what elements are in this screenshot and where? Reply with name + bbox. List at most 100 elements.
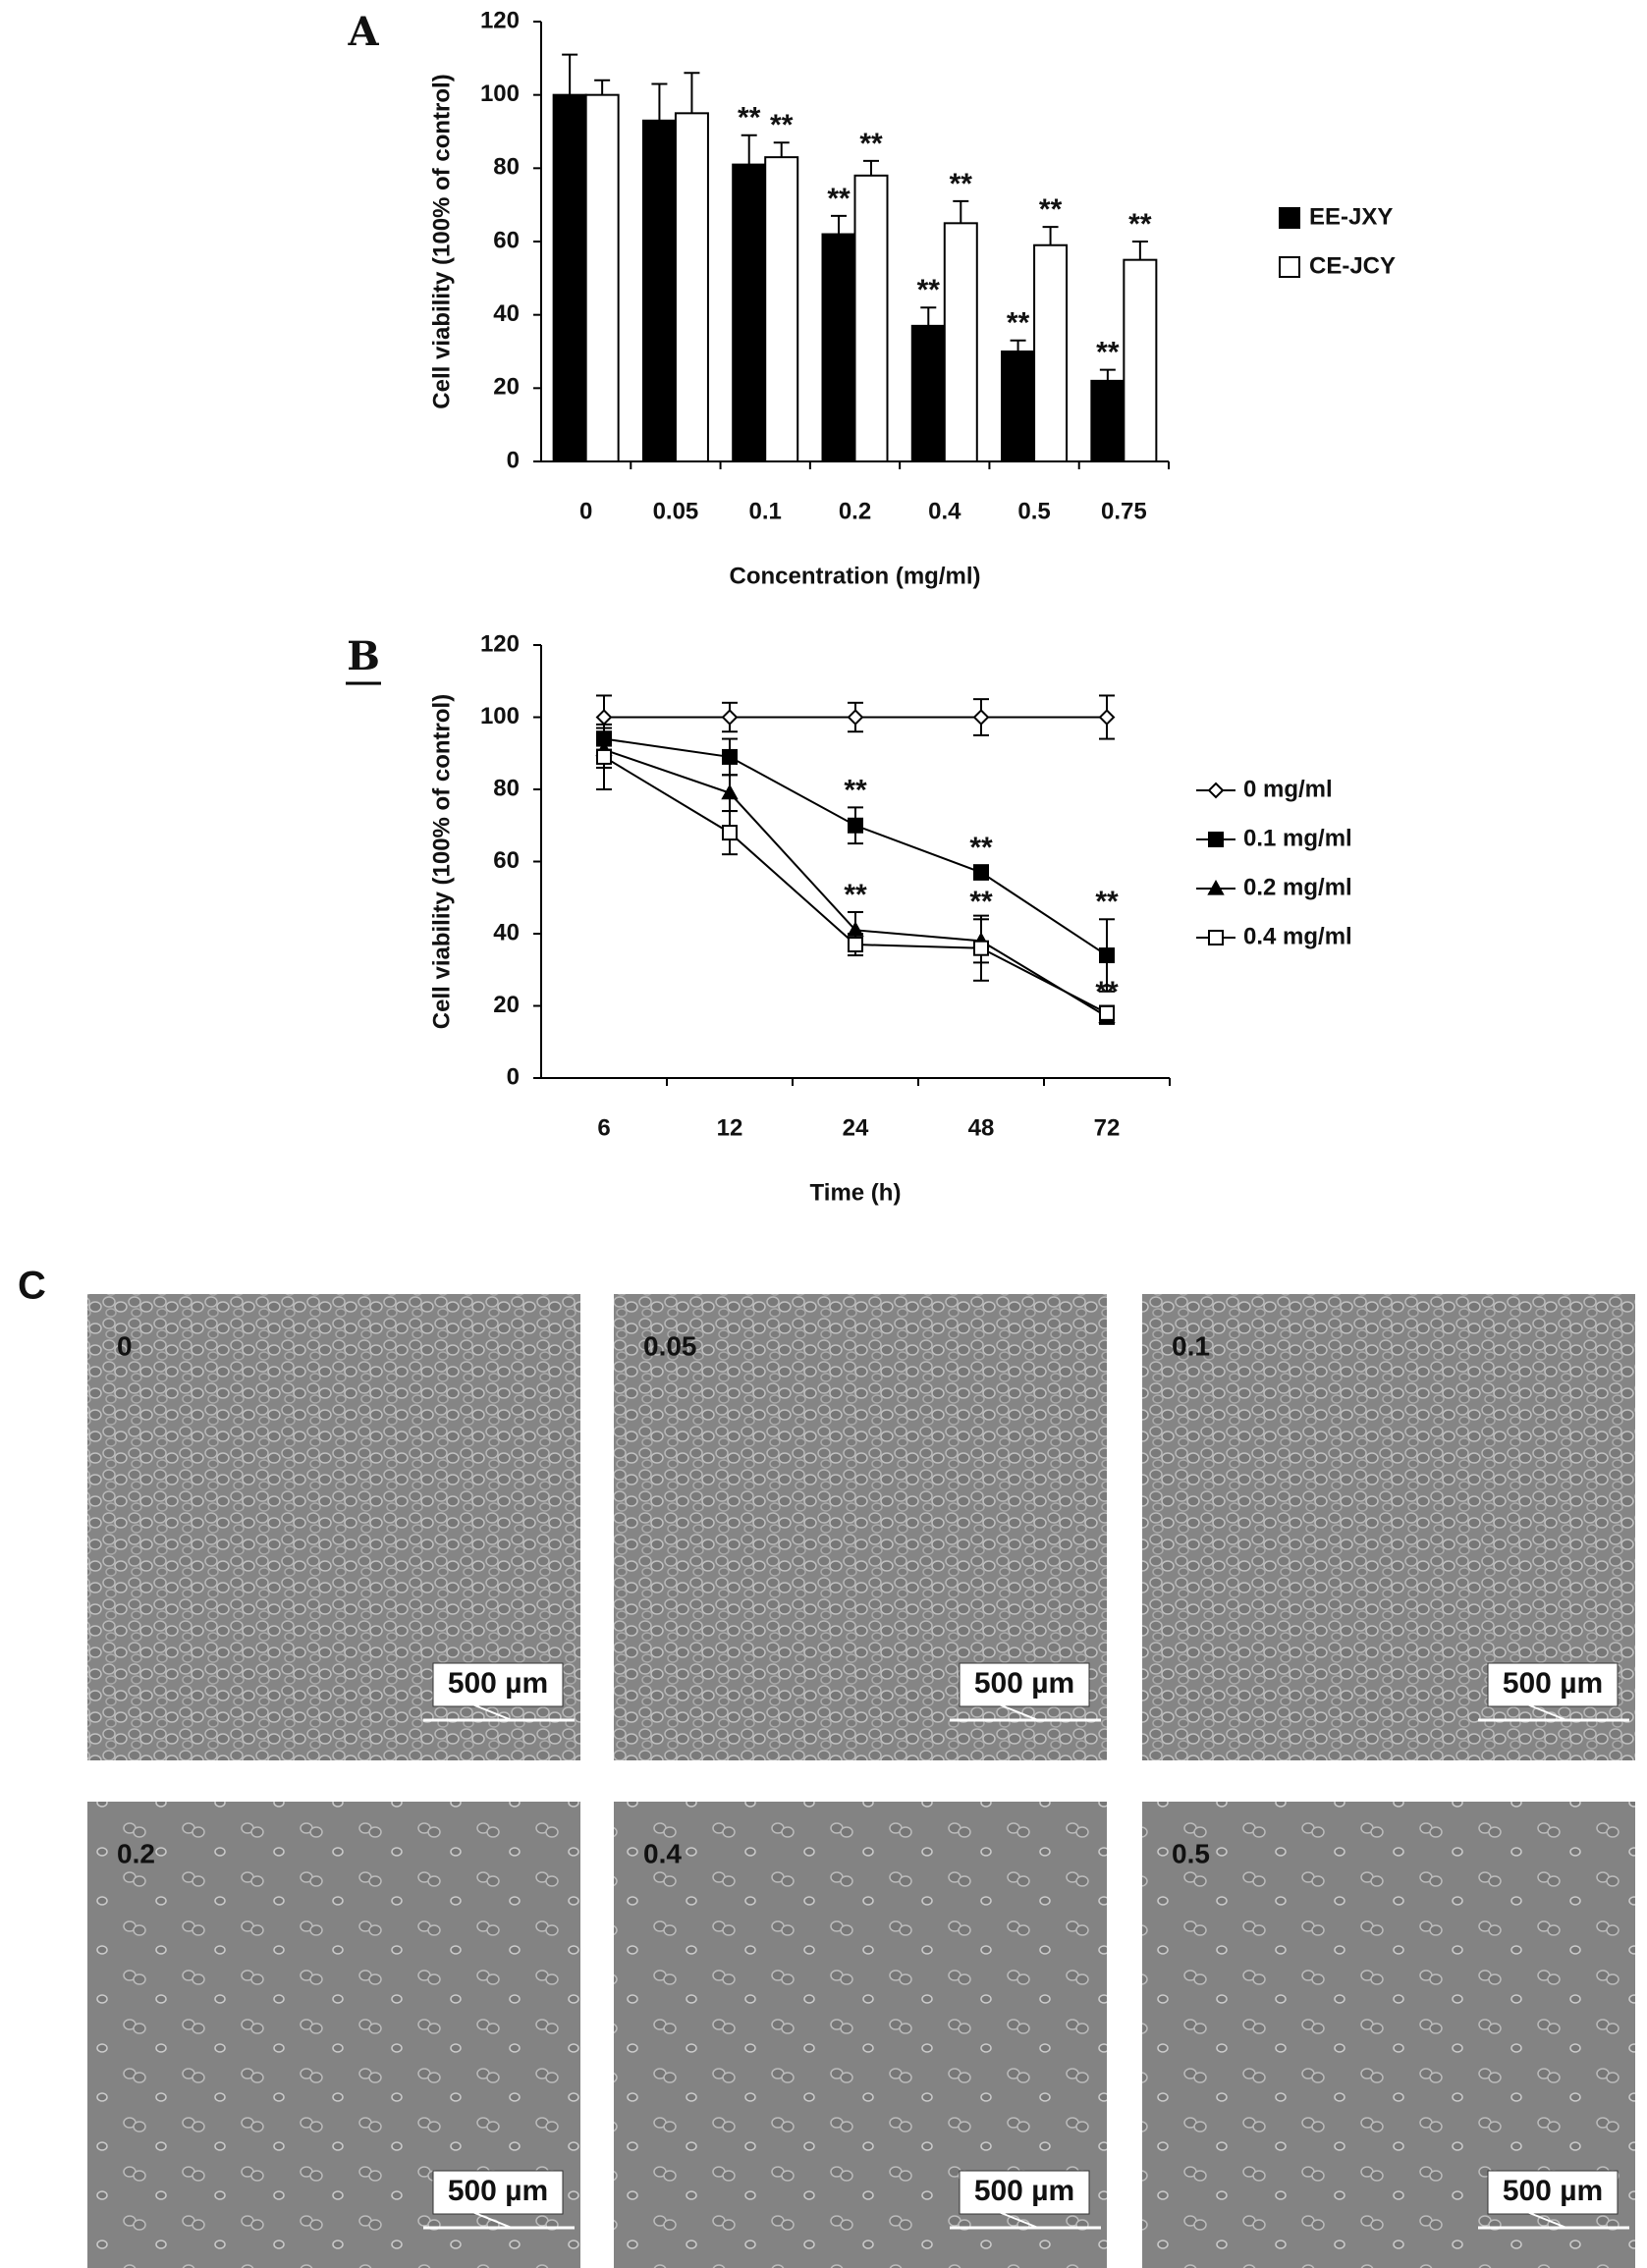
significance: ** — [1096, 337, 1120, 369]
micrograph: 0 500 µm — [87, 1294, 580, 1760]
significance: ** — [770, 109, 794, 141]
significance: ** — [1095, 976, 1119, 1008]
significance: ** — [950, 168, 973, 200]
significance: ** — [1128, 208, 1152, 241]
marker — [847, 709, 864, 726]
bar — [1123, 258, 1158, 462]
micrograph: 0.4 500 µm — [614, 1802, 1107, 2268]
y-axis-label: Cell viability (100% of control) — [428, 694, 455, 1029]
y-tick-label: 20 — [493, 992, 520, 1018]
bar — [821, 233, 856, 462]
significance: ** — [1039, 193, 1063, 226]
x-tick-label: 0 — [579, 498, 592, 524]
scale-label: 500 µm — [1503, 2175, 1603, 2207]
micrograph: 0.05 500 µm — [614, 1294, 1107, 1760]
y-axis-label: Cell viability (100% of control) — [428, 74, 455, 408]
scale-label-box — [432, 2170, 564, 2215]
bar — [1033, 243, 1069, 462]
micrograph: 0.5 500 µm — [1142, 1802, 1635, 2268]
marker — [1207, 879, 1225, 895]
marker — [1207, 782, 1225, 799]
x-tick-label: 24 — [843, 1114, 869, 1141]
micrograph-label: 0.1 — [1172, 1330, 1210, 1361]
x-tick-label: 0.05 — [653, 498, 699, 524]
legend-label: 0.4 mg/ml — [1243, 923, 1352, 949]
x-tick-label: 48 — [968, 1114, 995, 1141]
bar — [641, 119, 677, 463]
micrograph: 0.2 500 µm — [87, 1802, 580, 2268]
scale-pointer — [998, 2211, 1039, 2229]
y-tick-label: 40 — [493, 919, 520, 945]
x-axis-label: Time (h) — [810, 1179, 902, 1206]
bar — [1001, 351, 1036, 462]
significance: ** — [844, 774, 867, 806]
marker — [848, 937, 863, 953]
y-tick-label: 120 — [480, 630, 520, 657]
y-tick-label: 100 — [480, 81, 520, 107]
y-tick-label: 20 — [493, 374, 520, 401]
y-tick-label: 80 — [493, 775, 520, 801]
legend-label: 0.1 mg/ml — [1243, 825, 1352, 851]
bar — [764, 156, 799, 462]
marker — [722, 825, 738, 841]
micrograph-label: 0.4 — [643, 1838, 682, 1868]
scale-pointer — [998, 1703, 1039, 1721]
x-tick-label: 6 — [597, 1114, 610, 1141]
marker — [721, 709, 739, 726]
y-tick-label: 0 — [507, 1063, 520, 1090]
significance: ** — [917, 274, 941, 306]
legend-label: 0.2 mg/ml — [1243, 874, 1352, 900]
scale-label: 500 µm — [448, 1667, 548, 1700]
bar — [732, 163, 767, 462]
significance: ** — [1007, 307, 1030, 340]
marker — [973, 864, 989, 881]
legend-swatch — [1279, 207, 1300, 229]
scale-pointer — [471, 1703, 513, 1721]
y-tick-label: 100 — [480, 703, 520, 729]
marker — [972, 709, 990, 726]
bar — [1090, 379, 1125, 462]
marker — [848, 817, 863, 834]
scale-label: 500 µm — [1503, 1667, 1603, 1700]
marker — [1099, 947, 1115, 964]
micrograph-label: 0 — [117, 1330, 133, 1361]
scale-label: 500 µm — [974, 2175, 1074, 2207]
marker — [596, 748, 612, 765]
micrograph: 0.1 500 µm — [1142, 1294, 1635, 1760]
significance: ** — [969, 886, 993, 918]
significance: ** — [1095, 886, 1119, 918]
bar — [552, 93, 587, 463]
legend-label: 0 mg/ml — [1243, 776, 1333, 802]
marker — [595, 709, 613, 726]
x-tick-label: 0.4 — [928, 498, 961, 524]
significance: ** — [827, 183, 851, 215]
micrograph-label: 0.2 — [117, 1838, 155, 1868]
y-tick-label: 80 — [493, 154, 520, 181]
marker — [722, 748, 738, 765]
y-tick-label: 60 — [493, 227, 520, 253]
panel-label: C — [18, 1265, 46, 1308]
scale-pointer — [1526, 1703, 1567, 1721]
scale-label: 500 µm — [448, 2175, 548, 2207]
x-tick-label: 0.5 — [1017, 498, 1050, 524]
legend-swatch — [1279, 256, 1300, 278]
bar — [943, 222, 978, 462]
panel-label: B — [347, 633, 380, 679]
bar — [853, 174, 889, 463]
x-tick-label: 12 — [717, 1114, 743, 1141]
legend-label: EE-JXY — [1309, 203, 1393, 230]
scale-label-box — [1487, 2170, 1619, 2215]
scale-label-box — [959, 1662, 1090, 1707]
bar — [584, 93, 620, 463]
micrograph-label: 0.05 — [643, 1330, 697, 1361]
significance: ** — [738, 102, 761, 135]
micrograph-label: 0.5 — [1172, 1838, 1210, 1868]
scale-pointer — [471, 2211, 513, 2229]
scale-label-box — [1487, 1662, 1619, 1707]
x-axis-label: Concentration (mg/ml) — [730, 563, 981, 589]
significance: ** — [969, 832, 993, 864]
scale-label-box — [959, 2170, 1090, 2215]
x-tick-label: 0.1 — [749, 498, 782, 524]
marker — [1099, 1004, 1115, 1021]
